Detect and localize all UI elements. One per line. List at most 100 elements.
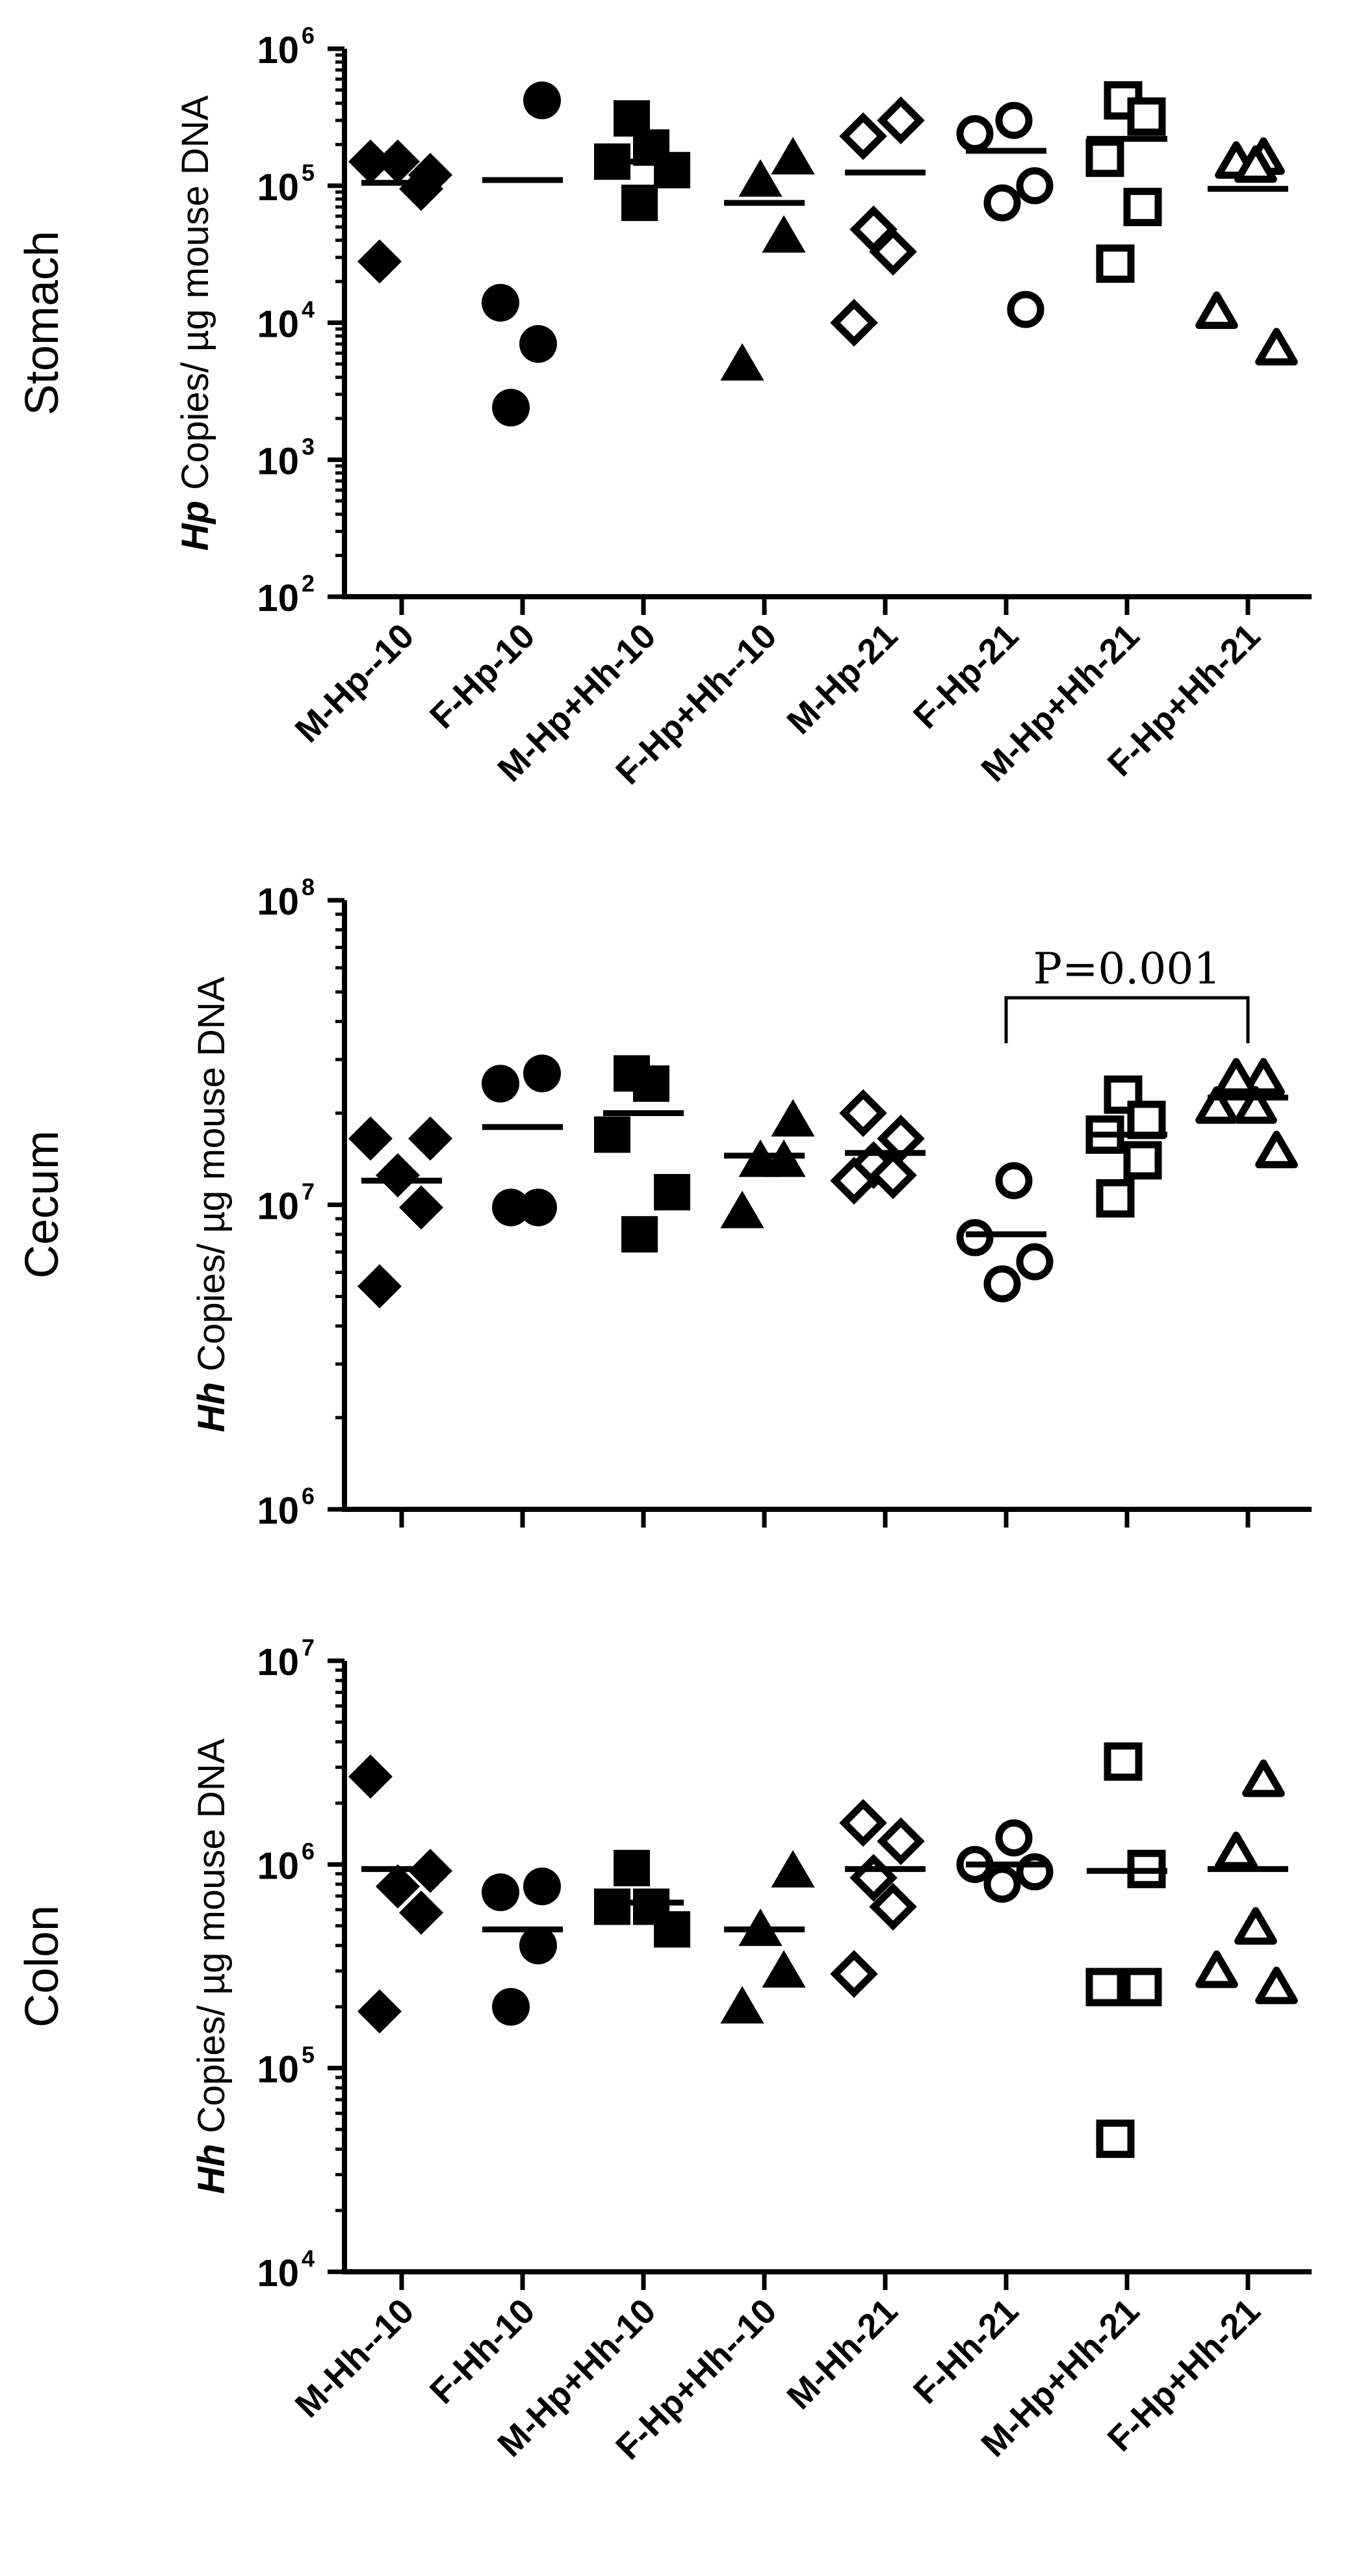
data-point [1195, 1950, 1238, 1988]
data-point [956, 115, 994, 153]
y-tick-label: 10 [257, 881, 299, 923]
data-point [348, 1116, 393, 1161]
data-point [1016, 167, 1054, 205]
data-point [614, 1849, 650, 1886]
data-point [1234, 145, 1277, 183]
y-tick-exponent: 6 [302, 22, 315, 49]
data-point [877, 1817, 925, 1866]
x-category-label: F-Hh-21 [906, 2291, 1026, 2412]
y-tick-label: 10 [257, 166, 299, 209]
y-tick-base: 10 [257, 304, 299, 346]
data-point [482, 283, 519, 322]
y-tick-base: 10 [257, 166, 299, 209]
x-category-label: M-Hp-21 [779, 616, 905, 742]
y-tick-label: 10 [257, 1845, 299, 1887]
data-point [1195, 291, 1238, 330]
data-point [357, 1989, 402, 2034]
y-tick-label: 10 [257, 2049, 299, 2091]
y-tick-base: 10 [257, 1641, 299, 1684]
data-point [519, 1927, 557, 1965]
data-point [654, 1911, 690, 1948]
data-point [830, 1950, 878, 1998]
y-tick-exponent: 7 [302, 1634, 315, 1661]
y-axis-label: Hh Copies/ µg mouse DNA [190, 976, 233, 1432]
data-point [839, 1799, 887, 1847]
data-point [877, 1114, 925, 1163]
y-tick-base: 10 [257, 440, 299, 482]
data-point [376, 139, 420, 184]
data-point [1242, 1058, 1285, 1096]
y-axis-label-italic: Hp [174, 501, 216, 551]
data-point [1255, 1966, 1298, 2005]
y-tick-exponent: 4 [302, 2245, 315, 2272]
data-point [1123, 1141, 1162, 1180]
data-point [720, 343, 764, 381]
data-point [1234, 1086, 1277, 1124]
y-axis-label: Hh Copies/ µg mouse DNA [190, 1738, 233, 2194]
data-point [523, 1867, 561, 1906]
data-point [720, 1190, 764, 1229]
data-point [1007, 291, 1044, 328]
data-point [839, 112, 887, 161]
data-point [399, 1890, 443, 1935]
y-tick-label: 10 [257, 1490, 299, 1532]
data-point [1255, 1130, 1298, 1169]
data-point [1195, 1086, 1238, 1124]
y-tick-base: 10 [257, 881, 299, 923]
y-tick-exponent: 4 [302, 296, 315, 323]
data-point [492, 389, 530, 427]
data-point [869, 1151, 917, 1199]
y-tick-base: 10 [257, 2252, 299, 2295]
data-point [956, 1219, 994, 1256]
data-point [1255, 328, 1298, 366]
data-point [654, 1174, 690, 1211]
y-tick-base: 10 [257, 1186, 299, 1228]
data-point [482, 1873, 519, 1912]
data-point [1096, 2119, 1135, 2158]
data-point [869, 1882, 917, 1931]
y-tick-label: 10 [257, 1641, 299, 1684]
y-tick-exponent: 7 [302, 1178, 315, 1205]
x-category-label: F-Hp-10 [422, 616, 543, 736]
significance-bracket [1004, 996, 1250, 1043]
y-axis-label: Hp Copies/ µg mouse DNA [174, 95, 216, 551]
y-tick-label: 10 [257, 29, 299, 72]
section-label: Colon [16, 1905, 68, 2027]
data-point [983, 1265, 1021, 1303]
y-axis-label-italic: Hh [190, 2144, 233, 2194]
data-point [983, 1866, 1021, 1903]
data-point [621, 185, 658, 222]
y-tick-base: 10 [257, 577, 299, 619]
y-tick-exponent: 5 [302, 2042, 315, 2068]
data-point [594, 1888, 630, 1925]
y-tick-label: 10 [257, 577, 299, 619]
x-category-label: F-Hh-10 [422, 2291, 543, 2412]
y-tick-label: 10 [257, 2252, 299, 2295]
data-point [762, 215, 806, 253]
data-point [830, 298, 878, 347]
y-tick-label: 10 [257, 304, 299, 346]
data-point [376, 1864, 420, 1909]
x-category-label: F-Hp-21 [906, 616, 1026, 736]
data-point [995, 1162, 1033, 1199]
y-tick-base: 10 [257, 1490, 299, 1532]
data-point [1215, 1058, 1258, 1096]
data-point [1085, 138, 1124, 177]
y-tick-exponent: 8 [302, 874, 315, 900]
section-label: Stomach [16, 231, 68, 415]
data-point [348, 139, 393, 184]
data-point [830, 1156, 878, 1205]
data-point [408, 1116, 452, 1161]
data-point [1242, 1759, 1285, 1797]
y-tick-label: 10 [257, 440, 299, 482]
data-point [771, 1850, 815, 1888]
y-tick-base: 10 [257, 29, 299, 72]
y-axis-label-rest: Copies/ µg mouse DNA [190, 976, 233, 1382]
data-point [519, 1188, 557, 1227]
section-label: Cecum [16, 1130, 68, 1279]
data-point [839, 1089, 887, 1138]
data-point [357, 1264, 402, 1308]
